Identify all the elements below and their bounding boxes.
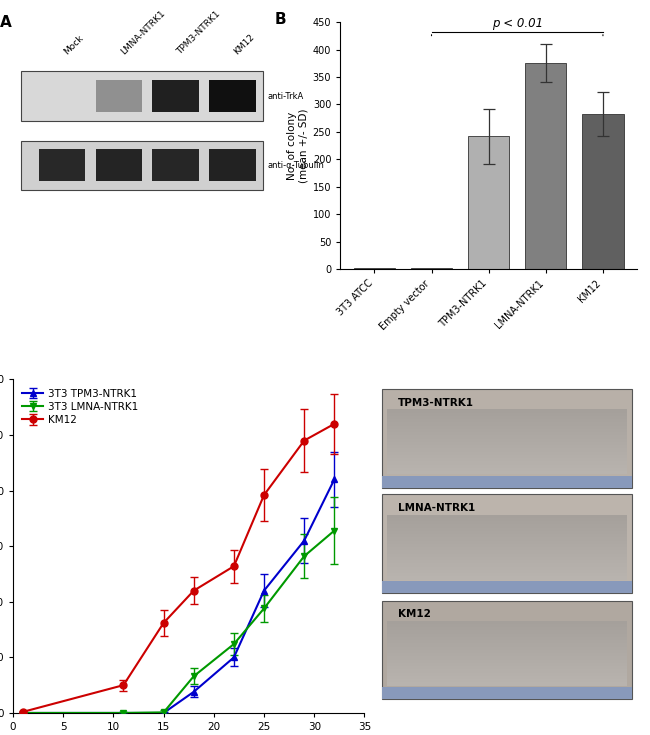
Bar (387, 666, 627, 670)
Bar (387, 643, 627, 647)
Bar (387, 544, 627, 547)
Bar (354, 268, 395, 269)
Text: B: B (275, 12, 287, 27)
Bar (21, 71, 263, 121)
Bar (387, 514, 627, 517)
Bar (387, 419, 627, 423)
Bar (152, 149, 199, 182)
Bar (387, 631, 627, 634)
Bar (387, 673, 627, 676)
Text: LMNA-NTRK1: LMNA-NTRK1 (119, 9, 166, 57)
Bar (96, 80, 142, 112)
Bar (387, 653, 627, 656)
Legend: 3T3 TPM3-NTRK1, 3T3 LMNA-NTRK1, KM12: 3T3 TPM3-NTRK1, 3T3 LMNA-NTRK1, KM12 (18, 384, 143, 429)
Bar (387, 547, 627, 551)
Bar (387, 540, 627, 544)
Bar (387, 634, 627, 637)
Bar (39, 149, 85, 182)
Bar (387, 412, 627, 416)
Bar (387, 465, 627, 468)
Text: Mock: Mock (62, 34, 85, 57)
Bar (382, 600, 632, 699)
Bar (387, 432, 627, 435)
Bar (411, 268, 452, 269)
Bar (387, 551, 627, 553)
Bar (387, 656, 627, 659)
Bar (387, 537, 627, 540)
Bar (387, 445, 627, 448)
Text: LMNA-NTRK1: LMNA-NTRK1 (398, 503, 474, 513)
Bar (96, 149, 142, 182)
Bar (387, 650, 627, 653)
Bar (152, 80, 199, 112)
Bar (387, 534, 627, 537)
Bar (387, 647, 627, 650)
Bar (209, 149, 255, 182)
Bar (387, 563, 627, 567)
Bar (382, 476, 632, 488)
Bar (387, 553, 627, 557)
Bar (387, 471, 627, 475)
Text: p < 0.01: p < 0.01 (491, 18, 543, 30)
Bar (382, 495, 632, 593)
Bar (387, 448, 627, 452)
Bar (387, 524, 627, 528)
Bar (387, 676, 627, 679)
Bar (209, 80, 255, 112)
Bar (468, 136, 509, 269)
Bar (387, 659, 627, 663)
Bar (382, 581, 632, 593)
Bar (387, 455, 627, 458)
Bar (387, 620, 627, 624)
Bar (382, 390, 632, 488)
Bar (387, 439, 627, 442)
Bar (387, 426, 627, 429)
Y-axis label: No. of colony
(mean +/- SD): No. of colony (mean +/- SD) (287, 108, 309, 183)
Bar (387, 576, 627, 579)
Bar (387, 570, 627, 573)
Bar (387, 573, 627, 576)
Bar (387, 468, 627, 471)
Bar (387, 521, 627, 524)
Bar (387, 517, 627, 521)
Bar (525, 63, 566, 269)
Bar (387, 452, 627, 455)
Bar (582, 114, 623, 269)
Text: TPM3-NTRK1: TPM3-NTRK1 (176, 10, 222, 57)
Bar (387, 557, 627, 560)
Bar (382, 687, 632, 699)
Bar (387, 567, 627, 570)
Bar (387, 409, 627, 412)
Bar (387, 435, 627, 439)
Bar (387, 458, 627, 462)
Bar (21, 140, 263, 190)
Bar (387, 640, 627, 643)
Bar (387, 429, 627, 432)
Bar (387, 560, 627, 563)
Bar (387, 663, 627, 666)
Text: anti-α-Tubulin: anti-α-Tubulin (267, 161, 324, 170)
Bar (387, 442, 627, 445)
Text: KM12: KM12 (232, 32, 256, 57)
Text: anti-TrkA: anti-TrkA (267, 92, 304, 101)
Text: TPM3-NTRK1: TPM3-NTRK1 (398, 398, 473, 408)
Bar (387, 423, 627, 426)
Bar (387, 637, 627, 640)
Bar (387, 624, 627, 627)
Text: A: A (0, 15, 12, 29)
Bar (387, 531, 627, 534)
Text: KM12: KM12 (398, 609, 430, 619)
Bar (387, 670, 627, 673)
Bar (387, 682, 627, 686)
Bar (387, 679, 627, 682)
Bar (387, 416, 627, 419)
Bar (387, 528, 627, 531)
Bar (387, 627, 627, 631)
Bar (387, 462, 627, 465)
